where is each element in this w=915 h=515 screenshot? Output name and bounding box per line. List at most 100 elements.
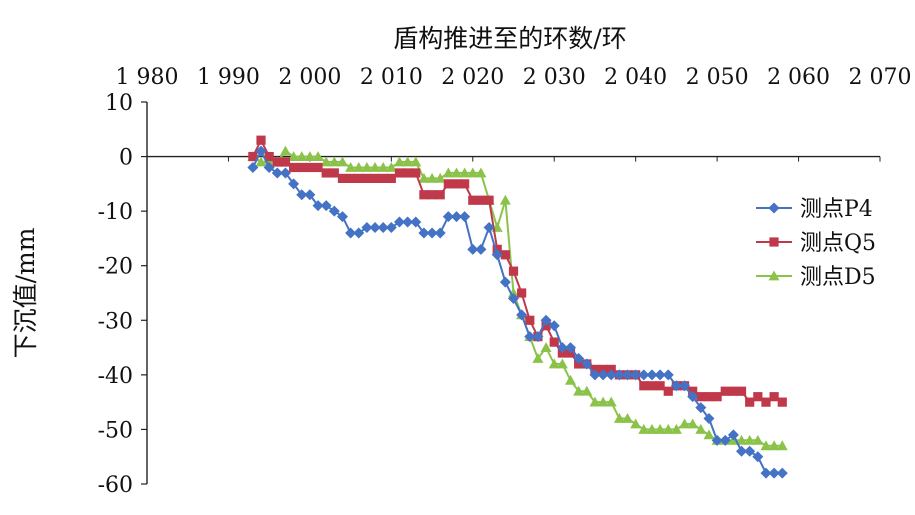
data-point xyxy=(427,190,437,200)
data-point xyxy=(712,392,722,402)
y-tick-label: -30 xyxy=(98,309,133,334)
series-layer xyxy=(247,135,788,479)
data-point xyxy=(271,167,283,179)
data-point xyxy=(313,162,323,173)
data-point xyxy=(532,331,544,343)
data-point xyxy=(320,200,332,212)
data-point xyxy=(426,172,438,183)
data-point xyxy=(605,396,617,407)
data-point xyxy=(329,168,339,178)
data-point xyxy=(752,451,764,463)
y-tick-label: -20 xyxy=(98,255,133,280)
data-point xyxy=(540,314,552,326)
data-point xyxy=(426,227,438,239)
data-point xyxy=(264,151,274,162)
data-point xyxy=(255,145,267,157)
data-point xyxy=(346,173,356,183)
series-line xyxy=(252,148,783,475)
data-point xyxy=(476,195,486,205)
legend-marker xyxy=(768,202,780,214)
data-point xyxy=(272,157,282,167)
data-point xyxy=(687,391,699,403)
data-point xyxy=(403,168,413,178)
data-point xyxy=(622,413,634,423)
data-point xyxy=(499,194,511,205)
data-point xyxy=(728,386,738,396)
data-point xyxy=(402,156,414,167)
data-point xyxy=(361,222,373,234)
data-point xyxy=(727,429,739,441)
data-point xyxy=(662,369,674,381)
data-point xyxy=(393,216,405,228)
data-point xyxy=(385,222,397,234)
data-point xyxy=(280,157,291,167)
y-tick-label: -10 xyxy=(98,200,133,225)
data-point xyxy=(393,156,405,167)
data-point xyxy=(460,179,470,189)
data-point xyxy=(508,292,519,304)
data-point xyxy=(720,386,730,396)
data-point xyxy=(719,434,731,446)
data-point xyxy=(670,380,682,392)
data-point xyxy=(288,151,300,161)
data-point xyxy=(549,337,559,347)
y-tick-label: 0 xyxy=(119,146,133,171)
data-point xyxy=(736,445,748,457)
data-point xyxy=(761,397,771,407)
data-point xyxy=(442,167,454,178)
data-point xyxy=(548,358,560,369)
data-point xyxy=(435,190,445,200)
data-point xyxy=(491,249,503,261)
data-point xyxy=(337,173,348,183)
data-point xyxy=(370,173,380,183)
x-tick-label: 2 040 xyxy=(604,65,667,90)
data-point xyxy=(500,250,510,260)
data-point xyxy=(345,161,357,172)
data-point xyxy=(443,179,453,189)
series-测点P4 xyxy=(247,145,788,479)
data-point xyxy=(468,195,478,205)
data-point xyxy=(304,151,316,161)
y-axis-title: 下沉值/mm xyxy=(11,227,40,358)
x-tick-label: 2 020 xyxy=(441,65,504,90)
data-point xyxy=(646,423,658,434)
data-point xyxy=(695,402,707,414)
data-point xyxy=(263,161,275,173)
data-point xyxy=(377,161,389,172)
data-point xyxy=(695,423,707,434)
data-point xyxy=(450,211,462,223)
data-point xyxy=(345,227,357,239)
data-point xyxy=(328,156,340,167)
data-point xyxy=(312,151,324,161)
data-point xyxy=(508,266,519,276)
data-point xyxy=(639,381,649,391)
data-point xyxy=(321,168,331,178)
x-tick-label: 1 980 xyxy=(116,65,179,90)
x-tick-label: 2 060 xyxy=(767,65,830,90)
data-point xyxy=(305,162,315,173)
data-point xyxy=(613,413,625,423)
data-point xyxy=(336,156,348,167)
legend: 测点P4 测点Q5 测点D5 xyxy=(756,197,876,290)
legend-label: 测点D5 xyxy=(800,265,876,290)
x-tick-label: 2 030 xyxy=(523,65,586,90)
data-point xyxy=(320,156,332,167)
data-point xyxy=(777,397,787,407)
data-point xyxy=(475,167,487,178)
data-point xyxy=(704,392,714,402)
data-point xyxy=(736,386,747,396)
data-point xyxy=(328,205,340,217)
data-point xyxy=(353,227,365,239)
data-point xyxy=(288,178,300,190)
data-point xyxy=(499,276,511,288)
data-point xyxy=(256,135,266,145)
data-point xyxy=(410,156,422,167)
data-point xyxy=(434,172,446,183)
data-point xyxy=(630,418,642,429)
data-point xyxy=(613,369,625,381)
data-point xyxy=(289,162,299,173)
x-tick-label: 1 990 xyxy=(197,65,260,90)
series-测点Q5 xyxy=(248,135,787,407)
data-point xyxy=(769,392,779,402)
